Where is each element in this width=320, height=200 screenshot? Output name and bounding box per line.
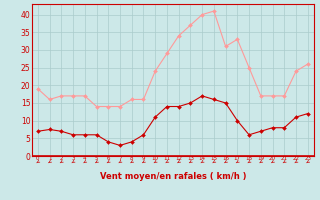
X-axis label: Vent moyen/en rafales ( km/h ): Vent moyen/en rafales ( km/h ) [100, 172, 246, 181]
